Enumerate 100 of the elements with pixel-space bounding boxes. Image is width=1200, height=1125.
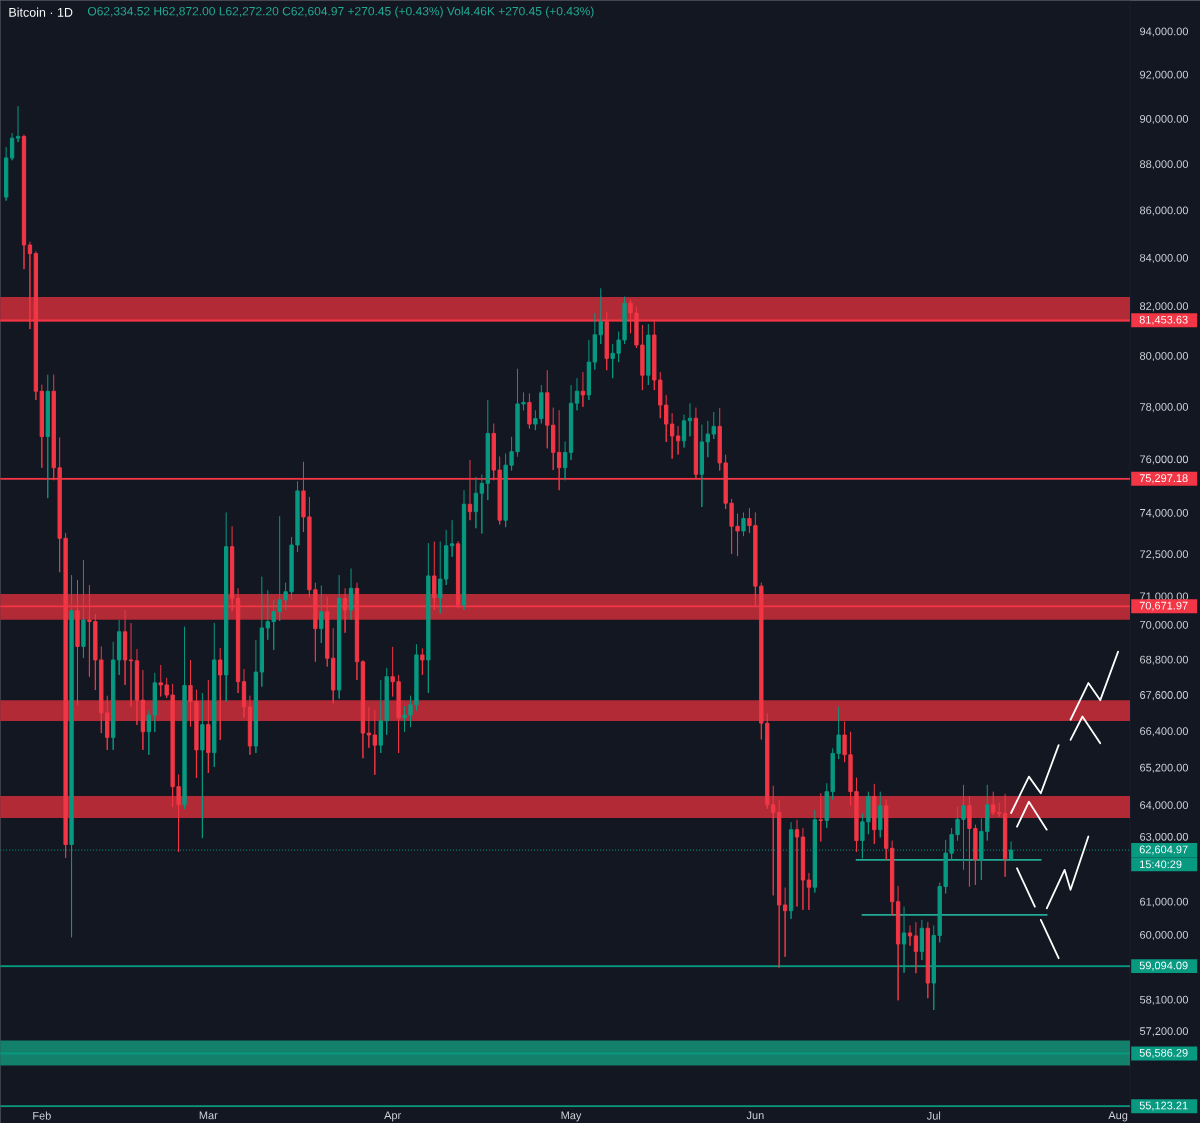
ref-line-label: 81,453.63	[1139, 315, 1188, 325]
candlestick	[889, 840, 895, 917]
candlestick	[426, 542, 431, 694]
y-tick-label: 92,000.00	[1140, 70, 1189, 80]
candlestick	[818, 792, 823, 843]
candlestick	[200, 692, 205, 839]
candlestick	[919, 919, 925, 961]
y-tick-label: 94,000.00	[1140, 27, 1189, 37]
ref-line-label: 70,671.97	[1139, 601, 1188, 611]
candlestick	[1002, 793, 1008, 878]
candlestick	[580, 371, 586, 408]
candlestick	[675, 425, 681, 456]
candlestick	[925, 921, 930, 999]
candlestick	[782, 887, 788, 958]
y-tick-label: 78,000.00	[1140, 403, 1189, 413]
candlestick	[527, 393, 532, 430]
y-tick-label: 63,000.00	[1140, 833, 1189, 843]
candlestick	[319, 585, 324, 644]
line-series	[1069, 650, 1120, 721]
candlestick	[562, 441, 568, 481]
candlestick	[473, 476, 479, 529]
candlestick	[81, 559, 86, 659]
y-tick-label: 84,000.00	[1140, 254, 1189, 264]
x-tick-label: Mar	[199, 1111, 218, 1120]
ref-line-label: 75,297.18	[1139, 474, 1188, 484]
candlestick	[241, 668, 247, 719]
candlestick	[21, 134, 27, 270]
candlestick	[788, 821, 794, 920]
ref-line-label: 62,604.97	[1139, 845, 1188, 855]
x-tick-label: Apr	[384, 1111, 402, 1122]
candlestick	[479, 474, 485, 535]
candlestick	[224, 512, 229, 703]
candlestick	[247, 695, 253, 756]
y-tick-label: 90,000.00	[1140, 115, 1189, 125]
candlestick	[116, 619, 122, 676]
y-tick-label: 66,400.00	[1140, 727, 1189, 737]
y-tick-label: 67,600.00	[1140, 691, 1189, 701]
y-tick-label: 82,000.00	[1140, 302, 1189, 312]
candlestick	[420, 648, 425, 676]
x-tick-label: Jul	[926, 1111, 941, 1120]
line-series	[1010, 744, 1060, 815]
ref-line-label: 55,123.21	[1139, 1101, 1188, 1111]
y-tick-label: 64,000.00	[1140, 801, 1189, 811]
line-series	[1045, 835, 1090, 910]
x-tick-label: Feb	[33, 1111, 51, 1120]
y-tick-label: 86,000.00	[1140, 206, 1189, 216]
candlestick	[122, 609, 128, 686]
candlestick	[800, 827, 806, 911]
chart-title: Bitcoin · 1D	[9, 7, 73, 17]
candlestick	[895, 885, 901, 1001]
ref-line-label: 59,094.09	[1139, 961, 1188, 971]
candlestick	[806, 872, 812, 911]
candlestick	[134, 648, 140, 726]
candlestick	[218, 647, 223, 741]
ref-line-label: 56,586.29	[1139, 1049, 1188, 1059]
text: O62,334.52 H62,872.00 L62,272.20 C62,604.97 +270.45 (+0.43%) Vol4.46K +270.45 (+0.43%)	[87, 6, 594, 18]
y-tick-label: 65,200.00	[1140, 763, 1189, 773]
candlestick	[182, 626, 187, 810]
x-tick-label: Aug	[1108, 1111, 1128, 1122]
candlestick	[461, 489, 467, 611]
candlestick	[348, 568, 354, 621]
candlestick	[551, 407, 556, 471]
candlestick	[586, 339, 592, 401]
y-tick-label: 60,000.00	[1140, 931, 1189, 941]
y-tick-label: 74,000.00	[1140, 509, 1189, 519]
candlestick	[212, 622, 217, 768]
candlestick	[485, 399, 490, 501]
y-tick-label: 80,000.00	[1140, 352, 1189, 362]
candlestick	[39, 384, 44, 469]
candlestick	[913, 921, 919, 974]
candlestick	[45, 374, 50, 499]
candlestick	[545, 369, 550, 449]
candlestick	[812, 809, 818, 894]
x-tick-label: Jun	[746, 1111, 764, 1120]
x-tick-label: May	[561, 1111, 582, 1122]
candlestick	[331, 627, 336, 704]
candlestick	[336, 574, 342, 700]
y-tick-label: 76,000.00	[1140, 455, 1189, 465]
y-tick-label: 68,800.00	[1140, 655, 1189, 665]
candlestick	[128, 622, 134, 708]
candlestick	[884, 799, 889, 861]
candlestick	[878, 791, 883, 839]
y-tick-label: 70,000.00	[1140, 621, 1189, 631]
candlestick	[3, 146, 9, 202]
candlestick	[253, 639, 259, 754]
candlestick	[794, 819, 800, 908]
candlestick	[777, 799, 782, 969]
candlestick	[360, 659, 366, 759]
candlestick	[741, 512, 746, 537]
candlestick	[206, 679, 211, 774]
candlestick	[366, 706, 372, 749]
candlestick	[111, 641, 116, 751]
candlestick	[568, 384, 574, 461]
candlestick	[907, 925, 913, 947]
candlestick	[687, 402, 693, 437]
y-tick-label: 58,100.00	[1139, 995, 1189, 1005]
candlestick	[872, 783, 877, 845]
candlestick	[449, 519, 455, 558]
candlestick	[646, 323, 651, 386]
text: 15:40:29	[1140, 860, 1182, 869]
